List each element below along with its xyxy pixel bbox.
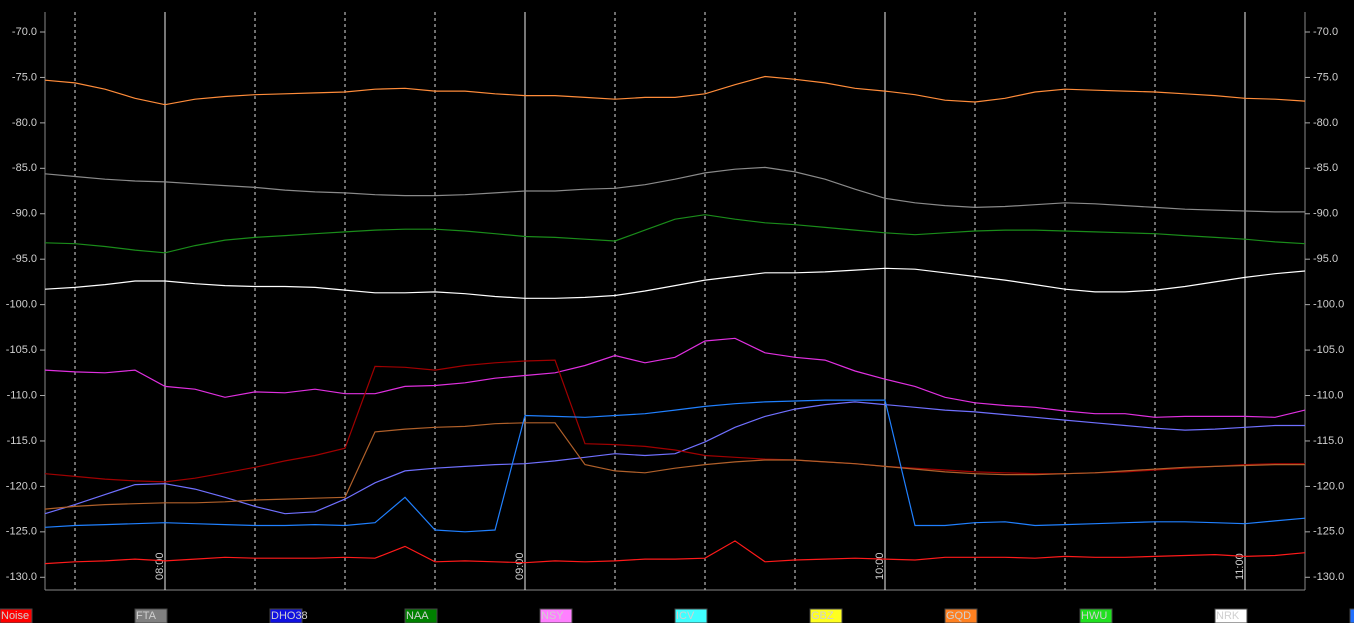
legend-label: DHO38	[271, 610, 308, 622]
legend-label: NRK	[1216, 610, 1240, 622]
legend-swatch	[674, 608, 708, 623]
x-tick-label: 10:00	[874, 552, 886, 580]
legend-label: NAA	[406, 610, 429, 622]
y-tick-label: -90.0	[12, 208, 37, 220]
y-tick-label: -130.0	[6, 571, 37, 583]
y2-tick-label: -125.0	[1313, 526, 1344, 538]
legend-swatch	[1214, 608, 1248, 623]
legend-label: GBZ	[811, 610, 834, 622]
y2-tick-label: -100.0	[1313, 299, 1344, 311]
y-tick-label: -125.0	[6, 526, 37, 538]
legend-label: Noise	[1, 610, 29, 622]
y-tick-label: -115.0	[7, 435, 37, 447]
x-tick-label: 11:00	[1234, 553, 1246, 580]
legend-label: FTA	[136, 610, 157, 622]
legend-swatch	[134, 608, 168, 623]
legend-label: HWU	[1081, 610, 1107, 622]
legend-swatch	[0, 608, 33, 623]
legend-swatch	[404, 608, 438, 623]
y-tick-label: -95.0	[12, 253, 37, 265]
legend-swatch	[1079, 608, 1113, 623]
series-line	[44, 166, 1305, 213]
y2-tick-label: -120.0	[1313, 480, 1344, 492]
y2-tick-label: -70.0	[1313, 26, 1338, 38]
y-tick-label: -70.0	[12, 26, 37, 38]
y-tick-label: -100.0	[6, 299, 37, 311]
x-tick-label: 09:00	[514, 552, 526, 580]
x-tick-label: 08:00	[154, 552, 166, 580]
y2-tick-label: -105.0	[1313, 344, 1344, 356]
series-line	[44, 540, 1306, 565]
y2-tick-label: -115.0	[1313, 435, 1343, 447]
series-line	[44, 75, 1306, 106]
y-tick-label: -120.0	[6, 480, 37, 492]
legend-label: GQD	[946, 610, 971, 622]
y-tick-label: -110.0	[7, 389, 37, 401]
series-line	[44, 401, 1305, 515]
series-line	[44, 359, 1305, 483]
series-line	[44, 399, 1306, 533]
y2-tick-label: -90.0	[1313, 208, 1338, 220]
legend-swatch	[809, 608, 843, 623]
series-line	[44, 337, 1306, 418]
legend-swatch	[944, 608, 978, 623]
y-tick-label: -80.0	[12, 117, 37, 129]
legend-swatch	[539, 608, 573, 623]
series-line	[44, 267, 1306, 299]
legend-swatch	[1349, 608, 1354, 623]
y2-tick-label: -110.0	[1313, 389, 1343, 401]
y2-tick-label: -95.0	[1313, 253, 1338, 265]
series-line	[44, 214, 1306, 254]
y-tick-label: -105.0	[6, 344, 37, 356]
y2-tick-label: -75.0	[1313, 71, 1338, 83]
y-tick-label: -75.0	[12, 71, 37, 83]
y2-tick-label: -130.0	[1313, 571, 1344, 583]
legend-swatch	[269, 608, 303, 623]
y-tick-label: -85.0	[12, 162, 37, 174]
y2-tick-label: -80.0	[1313, 117, 1338, 129]
y2-tick-label: -85.0	[1313, 162, 1338, 174]
legend-label: ICV	[676, 610, 695, 622]
legend-label: NSY	[541, 610, 564, 622]
series-line	[44, 422, 1305, 510]
